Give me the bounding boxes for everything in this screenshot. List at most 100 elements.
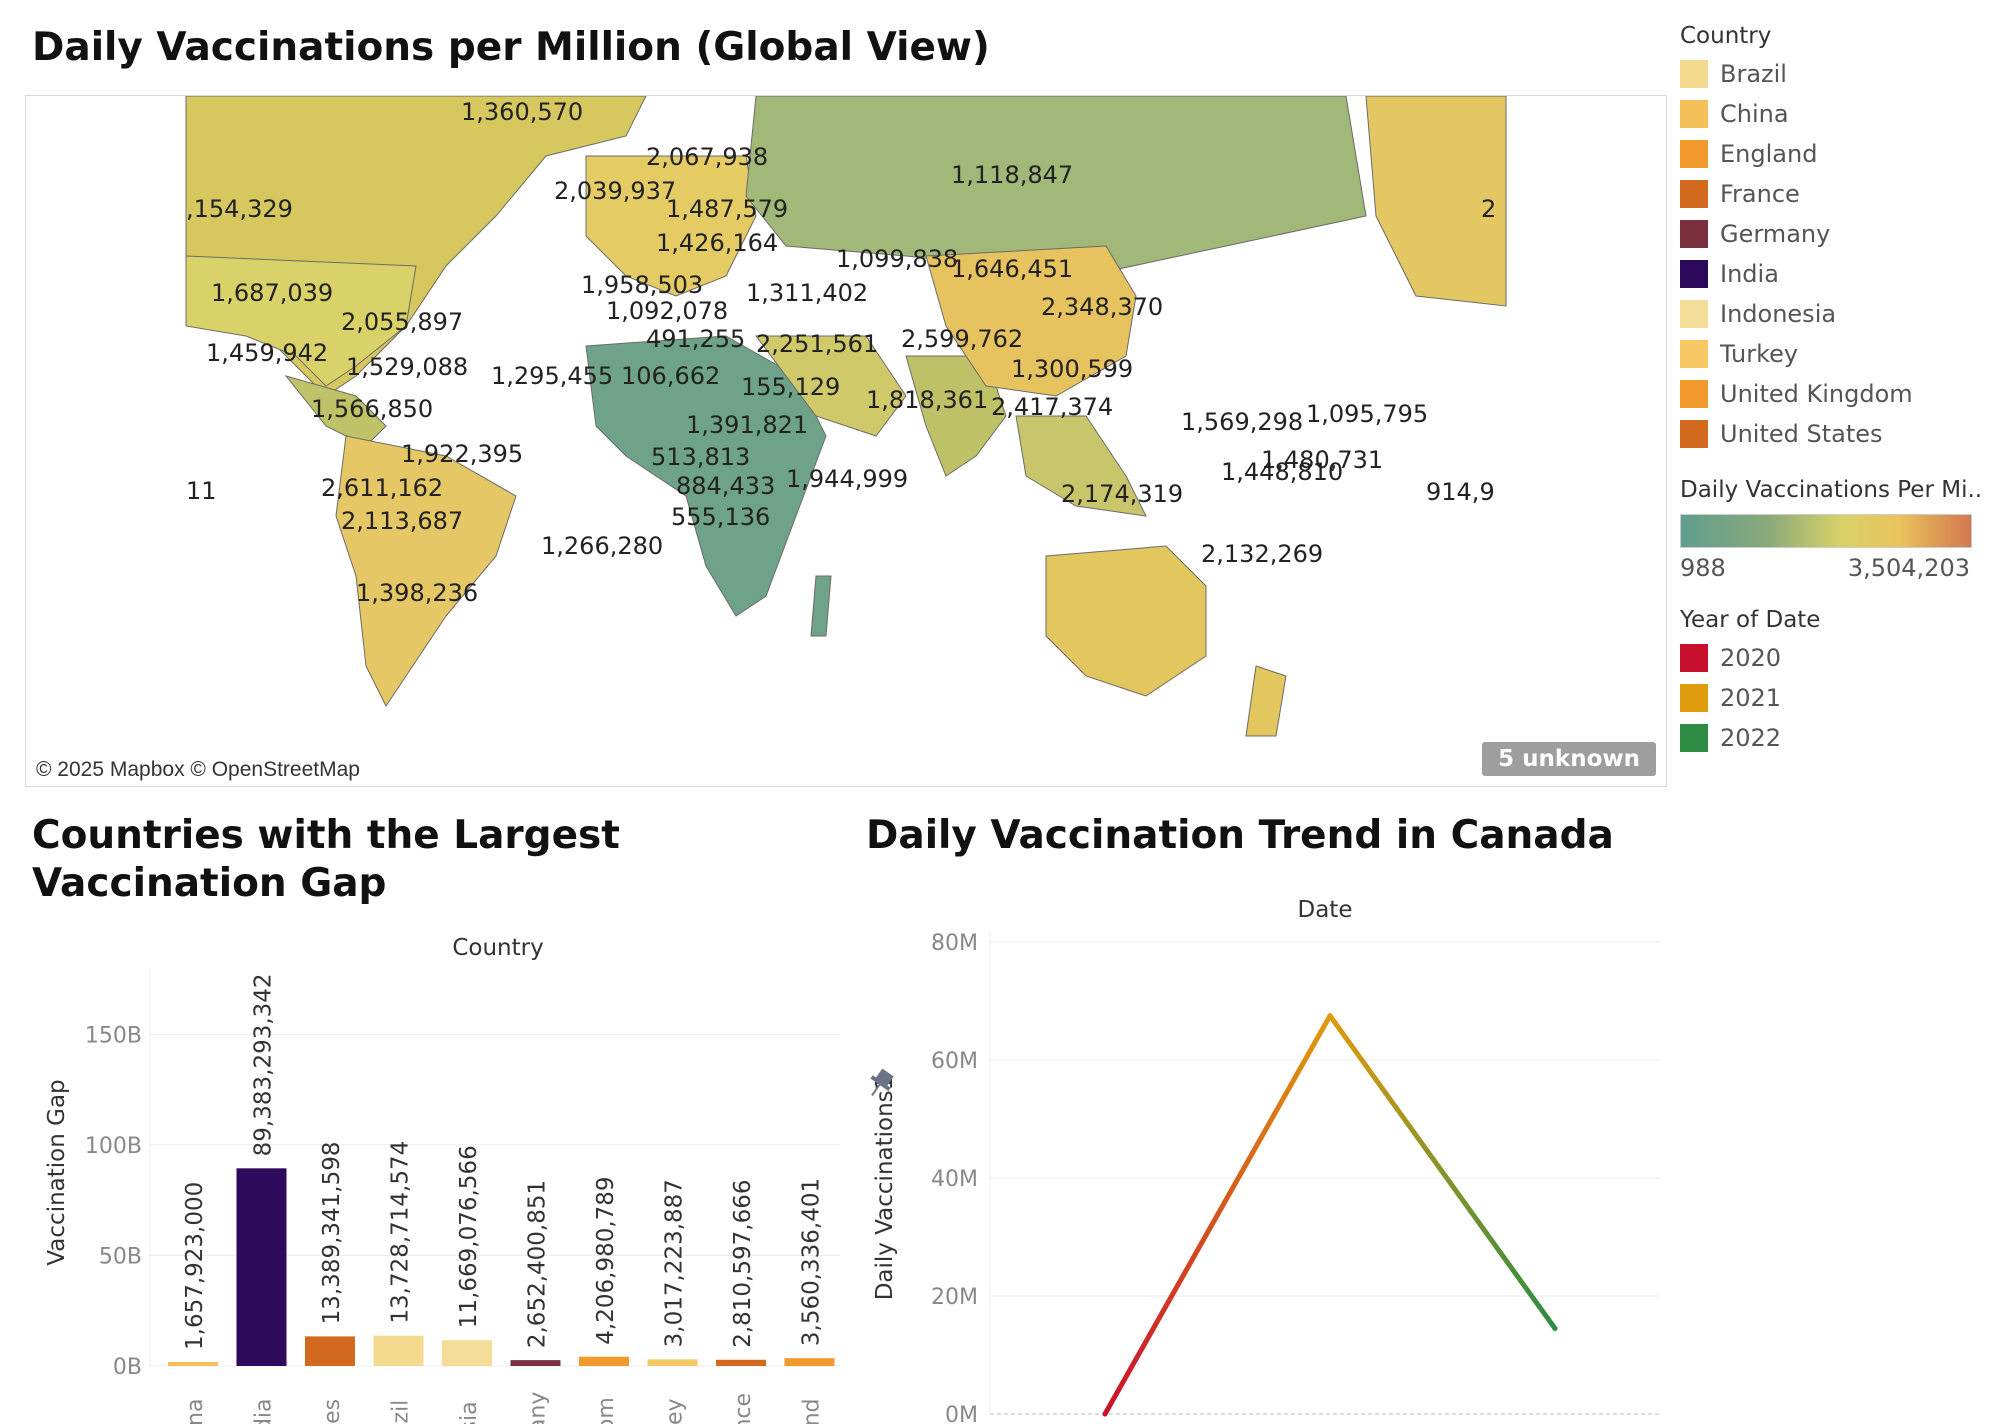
country-legend-swatch bbox=[1680, 100, 1708, 128]
country-legend-swatch bbox=[1680, 60, 1708, 88]
bar-y-axis-title: Vaccination Gap bbox=[44, 1079, 70, 1265]
country-legend-item[interactable]: France bbox=[1680, 174, 1913, 214]
line-y-tick-label: 80M bbox=[931, 931, 978, 956]
new-zealand-region bbox=[1245, 665, 1287, 737]
map-value-label: 1,300,599 bbox=[1011, 355, 1133, 383]
bar-value-label: 2,652,400,851 bbox=[525, 1180, 551, 1348]
country-legend-swatch bbox=[1680, 420, 1708, 448]
year-legend-swatch bbox=[1680, 644, 1708, 672]
bar[interactable] bbox=[442, 1340, 492, 1366]
pin-icon[interactable] bbox=[863, 1066, 897, 1102]
trend-line-segment[interactable] bbox=[1327, 1013, 1558, 1331]
map-value-label: 555,136 bbox=[671, 503, 770, 531]
middle-east-region bbox=[755, 335, 907, 437]
map-value-label: 2,417,374 bbox=[991, 393, 1113, 421]
canada-trend-line-chart[interactable]: Date Daily Vaccinations1 0M 20M 40M 60M 80M bbox=[850, 884, 1670, 1424]
map-value-label: 11 bbox=[186, 477, 217, 505]
country-legend-label: France bbox=[1720, 180, 1800, 208]
bar[interactable] bbox=[373, 1335, 424, 1366]
trend-point[interactable] bbox=[1552, 1325, 1558, 1331]
bar[interactable] bbox=[510, 1360, 561, 1366]
line-y-axis-title: Daily Vaccinations1 bbox=[872, 1076, 898, 1301]
line-y-tick-label: 60M bbox=[931, 1049, 978, 1074]
map-value-label: 1,818,361 bbox=[866, 386, 988, 414]
year-legend-item[interactable]: 2020 bbox=[1680, 638, 1820, 678]
country-legend-label: Indonesia bbox=[1720, 300, 1837, 328]
bar[interactable] bbox=[716, 1359, 766, 1366]
country-legend-item[interactable]: Indonesia bbox=[1680, 294, 1913, 334]
australia-region bbox=[1045, 545, 1207, 697]
bar-y-tick-label: 150B bbox=[85, 1023, 142, 1048]
country-legend-swatch bbox=[1680, 220, 1708, 248]
vaccination-gap-bar-chart[interactable]: Country Vaccination Gap 0B 50B 100B 150B 1,657… bbox=[0, 884, 850, 1424]
map-value-label: 1,944,999 bbox=[786, 465, 908, 493]
year-legend-item[interactable]: 2022 bbox=[1680, 718, 1820, 758]
china-region bbox=[925, 245, 1137, 397]
line-chart-title: Daily Vaccination Trend in Canada bbox=[866, 813, 1614, 858]
bar-x-axis-title: Country bbox=[452, 935, 543, 961]
trend-point[interactable] bbox=[1327, 1013, 1333, 1019]
bar-value-label: 13,389,341,598 bbox=[319, 1141, 345, 1324]
country-legend-item[interactable]: United States bbox=[1680, 414, 1913, 454]
line-y-tick-label: 0M bbox=[945, 1403, 978, 1424]
country-legend-item[interactable]: Turkey bbox=[1680, 334, 1913, 374]
bar[interactable] bbox=[647, 1359, 698, 1366]
map-value-label: 1,426,164 bbox=[656, 229, 778, 257]
map-value-label: 2,113,687 bbox=[341, 507, 463, 535]
country-legend-item[interactable]: Germany bbox=[1680, 214, 1913, 254]
year-legend-label: 2021 bbox=[1720, 684, 1782, 712]
map-value-label: 1,266,280 bbox=[541, 532, 663, 560]
map-value-label: 2,132,269 bbox=[1201, 540, 1323, 568]
country-legend: Country Brazil China England France Germany I… bbox=[1680, 18, 1913, 454]
map-value-label: 106,662 bbox=[621, 362, 720, 390]
bar[interactable] bbox=[168, 1362, 218, 1366]
southeast-asia-region bbox=[1015, 415, 1147, 517]
map-value-label: 1,687,039 bbox=[211, 279, 333, 307]
country-legend-item[interactable]: Brazil bbox=[1680, 54, 1913, 94]
map-value-label: 2,348,370 bbox=[1041, 293, 1163, 321]
country-legend-item[interactable]: India bbox=[1680, 254, 1913, 294]
line-x-axis-title: Date bbox=[1298, 897, 1353, 923]
bar[interactable] bbox=[784, 1358, 835, 1366]
bar-value-label: 2,810,597,666 bbox=[730, 1180, 756, 1348]
country-legend-label: Brazil bbox=[1720, 60, 1787, 88]
year-legend-item[interactable]: 2021 bbox=[1680, 678, 1820, 718]
map-canvas[interactable]: 1,360,570 2,067,938 2,039,937 1,118,847 ,154… bbox=[26, 96, 1666, 786]
country-legend-item[interactable]: England bbox=[1680, 134, 1913, 174]
country-legend-swatch bbox=[1680, 340, 1708, 368]
bar[interactable] bbox=[579, 1356, 629, 1366]
map-value-label: 1,448,810 bbox=[1221, 458, 1343, 486]
unknown-values-badge[interactable]: 5 unknown bbox=[1482, 742, 1656, 776]
bar-category-label: ance bbox=[731, 1393, 756, 1424]
trend-point[interactable] bbox=[1102, 1411, 1108, 1417]
bar[interactable] bbox=[236, 1168, 287, 1366]
map-value-labels: 1,360,570 2,067,938 2,039,937 1,118,847 ,154… bbox=[186, 98, 1496, 607]
map-value-label: 1,099,838 bbox=[836, 245, 958, 273]
map-value-label: 491,255 bbox=[646, 325, 745, 353]
bar-category-label: ndia bbox=[252, 1398, 277, 1424]
map-value-label: 2,599,762 bbox=[901, 325, 1023, 353]
country-legend-swatch bbox=[1680, 180, 1708, 208]
bar-value-label: 89,383,293,342 bbox=[251, 973, 277, 1156]
bar-category-label: hina bbox=[183, 1399, 208, 1424]
map-value-label: 2,611,162 bbox=[321, 474, 443, 502]
europe-region bbox=[585, 155, 757, 297]
bar[interactable] bbox=[305, 1336, 355, 1366]
line-y-tick-label: 40M bbox=[931, 1167, 978, 1192]
map-value-label: 914,9 bbox=[1426, 478, 1495, 506]
trend-line-segment[interactable] bbox=[1102, 1013, 1333, 1417]
country-legend-item[interactable]: United Kingdom bbox=[1680, 374, 1913, 414]
year-legend: Year of Date 2020 2021 2022 bbox=[1680, 602, 1820, 758]
country-legend-label: United States bbox=[1720, 420, 1883, 448]
country-legend-swatch bbox=[1680, 140, 1708, 168]
bar-value-label: 3,017,223,887 bbox=[662, 1179, 688, 1347]
map-value-label: 1,480,731 bbox=[1261, 446, 1383, 474]
world-map[interactable]: 1,360,570 2,067,938 2,039,937 1,118,847 ,154… bbox=[25, 95, 1667, 787]
map-value-label: 1,958,503 bbox=[581, 271, 703, 299]
map-attribution[interactable]: © 2025 Mapbox © OpenStreetMap bbox=[36, 758, 360, 781]
map-value-label: 1,487,579 bbox=[666, 195, 788, 223]
bar-category-label: razil bbox=[389, 1400, 414, 1424]
country-legend-swatch bbox=[1680, 260, 1708, 288]
country-legend-item[interactable]: China bbox=[1680, 94, 1913, 134]
south-america-region bbox=[335, 435, 517, 707]
